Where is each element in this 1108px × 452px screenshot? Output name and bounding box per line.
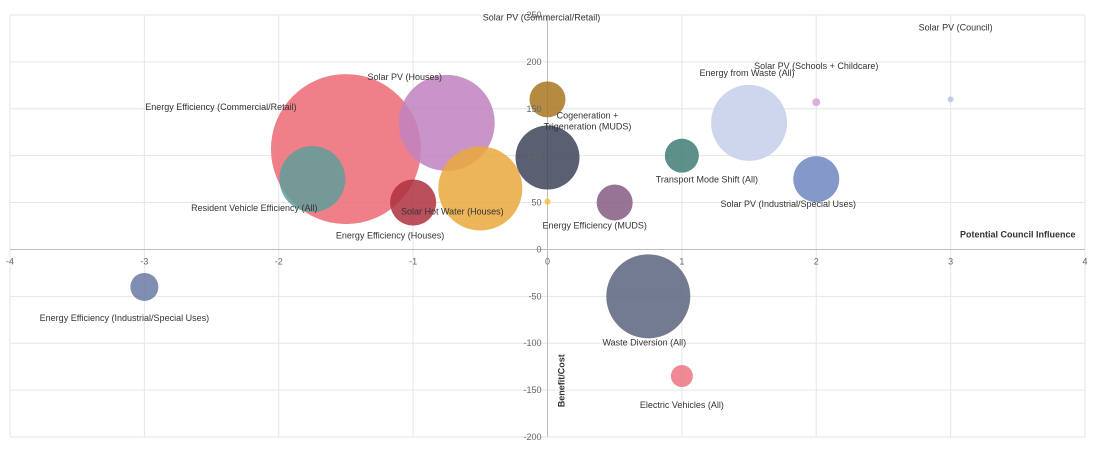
bubble-label: Waste Diversion (All) (602, 337, 686, 347)
y-tick-label: 200 (526, 57, 541, 67)
y-tick-label: 250 (526, 10, 541, 20)
y-tick-label: -50 (528, 291, 541, 301)
bubble[interactable] (390, 179, 437, 226)
bubble[interactable] (711, 84, 788, 161)
bubble[interactable] (398, 74, 495, 171)
x-tick-label: 4 (1082, 256, 1087, 266)
bubble[interactable] (544, 198, 551, 205)
x-tick-label: 2 (814, 256, 819, 266)
bubble-label: Solar Hot Water (Houses) (401, 206, 504, 216)
bubble-label: Energy from Waste (All) (699, 68, 794, 78)
bubble[interactable] (606, 254, 691, 339)
bubble[interactable] (130, 272, 159, 301)
tick-labels: -4 -3 -2 -1 0 1 2 3 4 -200 -150 -100 -50 0 50 100 150 200… (6, 10, 1088, 442)
bubbles (130, 74, 954, 388)
y-tick-label: 50 (531, 198, 541, 208)
bubble[interactable] (529, 81, 566, 118)
y-tick-label: -200 (523, 432, 541, 442)
y-tick-label: 150 (526, 104, 541, 114)
x-tick-label: -4 (6, 256, 14, 266)
x-tick-label: -1 (409, 256, 417, 266)
bubble-label: Solar PV (Houses) (367, 72, 442, 82)
bubble-label: Transport Mode Shift (All) (656, 175, 758, 185)
x-tick-label: 0 (545, 256, 550, 266)
x-axis-title: Potential Council Influence (960, 229, 1076, 239)
bubble[interactable] (596, 184, 633, 221)
y-tick-label: -150 (523, 385, 541, 395)
bubble-labels: Energy Efficiency (Commercial/Retail) Sol… (40, 12, 993, 410)
bubble[interactable] (438, 146, 523, 231)
bubble[interactable] (812, 98, 821, 107)
bubble-label: Cogeneration + Trigeneration (MUDS) (544, 111, 632, 132)
bubble-label: Solar PV (Council) (919, 22, 993, 32)
y-tick-label: 0 (536, 244, 541, 254)
y-tick-label: -100 (523, 338, 541, 348)
bubble-label: Solar PV (Industrial/Special Uses) (720, 199, 856, 209)
bubble-label: Resident Vehicle Efficiency (All) (191, 203, 317, 213)
y-axis-title: Benefit/Cost (557, 354, 567, 407)
y-tick-label: 100 (526, 151, 541, 161)
bubble-label: Energy Efficiency (Industrial/Special Us… (40, 313, 209, 323)
x-tick-label: 3 (948, 256, 953, 266)
bubble-label: Energy Efficiency (MUDS) (543, 221, 647, 231)
x-tick-label: -2 (275, 256, 283, 266)
bubble-label: Energy Efficiency (Houses) (336, 231, 444, 241)
bubble-label: Electric Vehicles (All) (640, 400, 724, 410)
bubble[interactable] (515, 125, 580, 190)
bubble-label: Solar PV (Schools + Childcare) (754, 61, 878, 71)
x-tick-label: -3 (140, 256, 148, 266)
bubble[interactable] (947, 96, 954, 103)
bubble[interactable] (670, 365, 693, 388)
bubble-label: Solar PV (Commercial/Retail) (483, 12, 601, 22)
bubble[interactable] (279, 146, 346, 213)
x-tick-label: 1 (679, 256, 684, 266)
bubble[interactable] (664, 138, 699, 173)
bubble[interactable] (793, 156, 840, 203)
bubble-label: Energy Efficiency (Commercial/Retail) (145, 102, 296, 112)
